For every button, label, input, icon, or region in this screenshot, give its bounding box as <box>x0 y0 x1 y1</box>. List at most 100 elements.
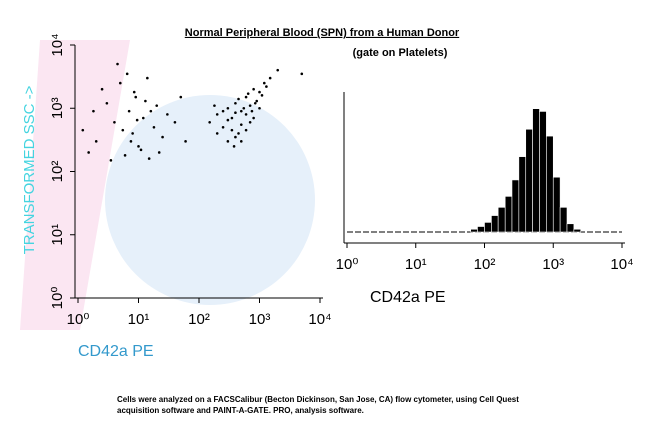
bar <box>559 207 568 233</box>
point <box>244 128 248 132</box>
point <box>237 132 240 135</box>
point <box>125 72 129 76</box>
watermark-circle <box>105 95 315 305</box>
point <box>121 128 125 132</box>
point <box>226 140 230 143</box>
bar <box>532 108 540 233</box>
point <box>152 125 156 129</box>
point <box>179 95 183 99</box>
point <box>184 140 187 143</box>
point <box>92 109 95 113</box>
bar <box>539 111 547 233</box>
x-tick-label: 10⁴ <box>308 311 331 328</box>
caption: Cells were analyzed on a FACSCalibur (Be… <box>117 395 519 404</box>
point <box>116 62 119 66</box>
point <box>173 120 177 124</box>
x-tick-label: 10⁰ <box>67 311 90 328</box>
point <box>244 113 248 116</box>
point <box>131 132 134 135</box>
point <box>127 109 131 113</box>
point <box>166 113 169 116</box>
bar <box>511 179 520 233</box>
point <box>234 111 237 115</box>
y-tick-label: 10⁴ <box>49 33 66 56</box>
x-tick-label: 10² <box>474 256 496 273</box>
point <box>255 99 259 103</box>
point <box>276 68 280 72</box>
point <box>258 90 261 94</box>
y-tick-label: 10² <box>49 161 66 183</box>
bar <box>546 135 554 233</box>
point <box>141 116 145 120</box>
point <box>242 106 246 110</box>
point <box>139 148 143 152</box>
point <box>268 76 272 80</box>
point <box>132 90 136 94</box>
bar <box>491 215 499 233</box>
point <box>234 135 237 139</box>
point <box>81 128 85 132</box>
title: Normal Peripheral Blood (SPN) from a Hum… <box>185 27 460 39</box>
point <box>118 81 122 85</box>
x-axis-label: CD42a PE <box>78 343 154 360</box>
point <box>208 120 211 124</box>
x-tick-label: 10⁴ <box>610 256 633 273</box>
point <box>252 87 255 91</box>
point <box>239 140 243 143</box>
bar <box>518 156 527 233</box>
point <box>244 95 248 99</box>
x-tick-label: 10² <box>188 311 210 328</box>
point <box>226 106 230 110</box>
y-tick-label: 10¹ <box>49 224 66 246</box>
point <box>248 104 252 107</box>
bar <box>504 196 513 233</box>
point <box>215 113 219 116</box>
point <box>134 95 138 99</box>
point <box>221 109 225 113</box>
point <box>113 120 116 124</box>
point <box>100 87 104 91</box>
y-tick-label: 10³ <box>49 97 66 119</box>
point <box>234 101 237 105</box>
point <box>237 97 240 101</box>
caption: acquisition software and PAINT-A-GATE. P… <box>117 406 364 415</box>
bar <box>477 226 485 233</box>
bar <box>470 228 478 233</box>
point <box>260 94 264 97</box>
bar <box>484 222 492 233</box>
point <box>248 120 252 124</box>
point <box>262 81 266 85</box>
point <box>135 118 139 122</box>
point <box>144 99 147 103</box>
x-tick-label: 10⁰ <box>336 256 359 273</box>
point <box>215 132 219 135</box>
bar <box>525 128 533 233</box>
point <box>155 104 159 107</box>
point <box>161 135 164 139</box>
point <box>230 116 234 120</box>
point <box>94 140 98 143</box>
point <box>109 159 113 162</box>
point <box>123 154 127 157</box>
point <box>226 118 230 122</box>
point <box>239 123 243 126</box>
x-tick-label: 10¹ <box>128 311 150 328</box>
point <box>250 109 254 113</box>
bar <box>573 228 582 233</box>
point <box>258 106 261 110</box>
x-tick-label: 10¹ <box>405 256 427 273</box>
point <box>232 145 236 148</box>
point <box>246 92 250 95</box>
bar <box>497 207 506 233</box>
point <box>129 140 133 143</box>
point <box>105 101 109 105</box>
point <box>157 151 161 154</box>
y-tick-label: 10⁰ <box>49 287 66 310</box>
point <box>253 101 257 105</box>
point <box>146 76 149 80</box>
point <box>87 151 90 154</box>
x-tick-label: 10³ <box>542 256 564 273</box>
bar <box>566 223 575 233</box>
